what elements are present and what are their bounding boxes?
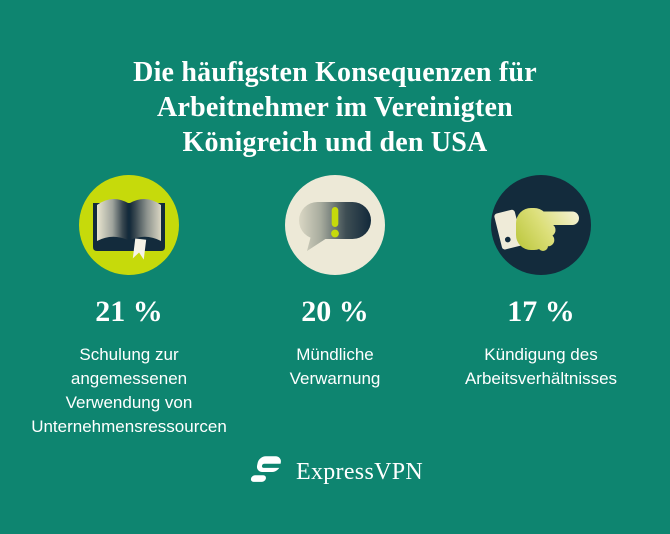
title-line: Die häufigsten Konsequenzen für: [133, 57, 537, 88]
open-book-icon: [79, 175, 179, 275]
stat-training: 21 % Schulung zur angemessenen Verwendun…: [26, 175, 232, 439]
stat-percent: 21 %: [95, 295, 163, 328]
stat-termination: 17 % Kündigung des Arbeitsverhältnisses: [438, 175, 644, 439]
speech-bubble-exclamation-icon: [285, 175, 385, 275]
stat-percent: 17 %: [507, 295, 575, 328]
stat-verbal-warning: 20 % Mündliche Verwarnung: [232, 175, 438, 439]
stat-percent: 20 %: [301, 295, 369, 328]
stat-label: Kündigung des Arbeitsverhältnisses: [464, 345, 618, 388]
title-line: Königreich und den USA: [182, 127, 488, 158]
page-title: Die häufigsten Konsequenzen für Arbeitne…: [0, 0, 670, 160]
pointing-hand-icon: [491, 175, 591, 275]
brand-footer: ExpressVPN: [0, 454, 670, 490]
title-line: Arbeitnehmer im Vereinigten: [157, 92, 513, 123]
stats-row: 21 % Schulung zur angemessenen Verwendun…: [0, 175, 670, 439]
stat-label: Mündliche Verwarnung: [289, 345, 381, 388]
stat-label: Schulung zur angemessenen Verwendung von…: [31, 345, 227, 436]
brand-name: ExpressVPN: [296, 458, 423, 485]
expressvpn-logo-icon: [247, 454, 285, 490]
